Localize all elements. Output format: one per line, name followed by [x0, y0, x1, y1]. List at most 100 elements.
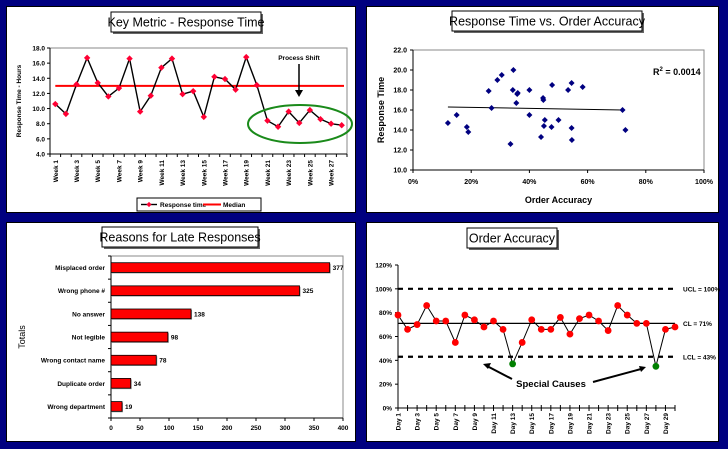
chart-title: Key Metric - Response Time	[108, 16, 265, 30]
response-time-point	[232, 86, 239, 93]
scatter-point	[548, 124, 555, 130]
category-label: Misplaced order	[55, 265, 105, 272]
y-tick-label: 18.0	[393, 88, 407, 95]
y-axis-label: Response Time	[376, 77, 386, 143]
x-tick-label: Day 13	[510, 413, 517, 434]
accuracy-point	[518, 339, 526, 346]
response-time-point	[147, 92, 154, 99]
scatter-point	[510, 67, 517, 73]
scatter-point	[540, 123, 547, 129]
category-label: Duplicate order	[57, 381, 105, 388]
accuracy-point	[537, 325, 545, 333]
y-tick-label: 8.0	[36, 121, 45, 128]
response-time-point	[73, 81, 80, 88]
bar	[110, 308, 192, 320]
bar-data-label: 138	[194, 311, 205, 318]
process-shift-arrowhead	[295, 90, 303, 97]
y-tick-label: 14.0	[393, 128, 407, 135]
scatter-chart: Response Time vs. Order Accuracy 10.0 12.0…	[376, 10, 714, 205]
x-tick-label: Day 7	[453, 413, 460, 431]
y-tick-label: 12.0	[393, 148, 407, 155]
scatter-point	[538, 134, 545, 140]
legend-response-label: Response time	[160, 202, 207, 209]
accuracy-point	[623, 311, 631, 319]
y-axis-label: Totals	[17, 325, 27, 349]
scatter-point	[465, 129, 472, 135]
y-tick-label: 16.0	[32, 61, 45, 68]
bar	[110, 262, 331, 273]
bar	[110, 331, 169, 343]
response-time-point	[158, 64, 165, 71]
response-time-point	[83, 54, 91, 62]
response-time-point	[253, 81, 261, 89]
scatter-point	[541, 117, 548, 123]
accuracy-point	[566, 330, 574, 338]
accuracy-point	[413, 321, 421, 328]
x-tick-label: 300	[280, 425, 291, 432]
chart-title: Response Time vs. Order Accuracy	[449, 15, 646, 29]
response-time-point	[62, 110, 70, 118]
category-label: Wrong contact name	[41, 358, 106, 365]
response-time-point	[285, 108, 292, 115]
response-time-point	[221, 75, 229, 83]
accuracy-point	[480, 323, 488, 331]
x-tick-label: Week 13	[180, 160, 187, 186]
x-tick-label: Day 21	[587, 413, 594, 434]
chart-title: Order Accuracy	[469, 232, 556, 246]
reasons-chart: Reasons for Late Responses 0 50 100 150 200 25…	[17, 226, 349, 432]
scatter-point	[540, 97, 547, 103]
x-tick-label: 0	[109, 425, 113, 432]
y-tick-label: 22.0	[393, 48, 407, 55]
response-time-point	[52, 100, 59, 108]
scatter-point	[619, 107, 626, 113]
x-tick-label: 50	[136, 425, 144, 432]
special-cause-arrowhead-right	[639, 366, 646, 372]
response-time-point	[136, 108, 144, 115]
x-tick-label: 80%	[639, 179, 654, 186]
bar-data-label: 19	[125, 404, 133, 411]
chart-title-box	[451, 10, 643, 32]
x-tick-label: Day 17	[548, 413, 555, 434]
accuracy-point	[604, 327, 612, 334]
bar	[110, 285, 300, 296]
scatter-point	[463, 124, 470, 130]
accuracy-point	[576, 315, 583, 323]
x-tick-label: 250	[251, 425, 262, 432]
response-time-point	[168, 55, 176, 62]
special-cause-arrow-right	[592, 368, 642, 383]
response-time-point	[200, 113, 208, 121]
x-tick-label: Day 25	[625, 413, 632, 434]
x-tick-label: 40%	[522, 179, 537, 186]
bar	[110, 378, 132, 389]
x-tick-label: Week 19	[244, 160, 251, 186]
bar-data-label: 98	[171, 335, 179, 342]
accuracy-point	[499, 325, 507, 333]
y-tick-label: 40%	[379, 358, 392, 365]
scatter-point	[513, 100, 520, 106]
chart-title-box	[101, 226, 259, 248]
x-tick-label: Day 15	[529, 413, 536, 434]
x-tick-label: Day 1	[396, 413, 403, 431]
accuracy-point	[490, 317, 497, 325]
scatter-panel: Response Time vs. Order Accuracy 10.0 12.0…	[366, 6, 719, 213]
accuracy-point	[432, 317, 440, 325]
y-tick-label: 100%	[375, 286, 392, 293]
y-tick-label: 0%	[383, 406, 393, 413]
x-tick-label: Week 1	[53, 160, 60, 183]
response-time-point	[211, 73, 218, 80]
y-tick-label: 14.0	[32, 76, 45, 83]
response-time-point	[243, 53, 250, 61]
category-label: Wrong department	[47, 404, 105, 411]
scatter-point	[568, 137, 575, 143]
scatter-point	[514, 90, 521, 96]
scatter-point	[494, 77, 501, 83]
accuracy-point	[614, 302, 622, 309]
accuracy-point	[595, 317, 602, 325]
x-tick-label: Week 17	[223, 160, 230, 186]
accuracy-point	[585, 311, 593, 319]
chart-title-box	[110, 11, 262, 33]
x-tick-label: Week 7	[116, 160, 123, 183]
scatter-point	[509, 87, 516, 93]
bar-data-label: 34	[134, 381, 142, 388]
x-tick-label: 100	[164, 425, 175, 432]
